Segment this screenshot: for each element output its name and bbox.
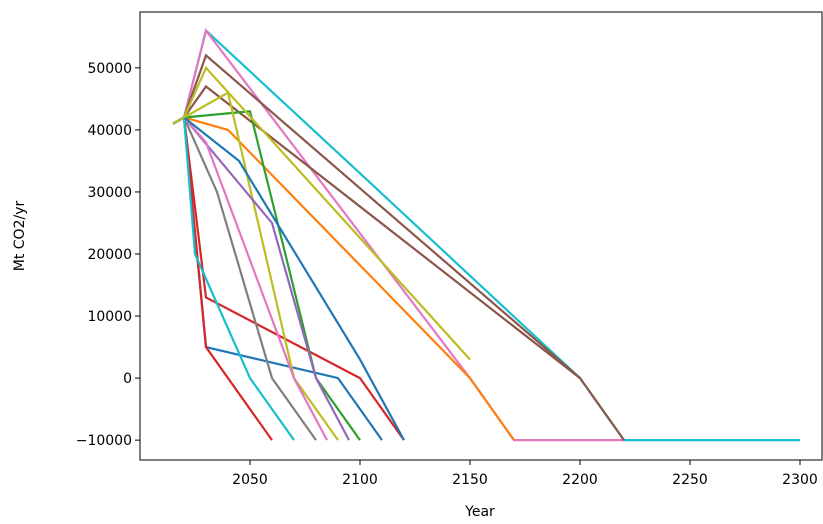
- x-axis-label: Year: [464, 504, 495, 520]
- y-axis-label: Mt CO2/yr: [12, 201, 28, 272]
- plot-frame: [139, 11, 823, 461]
- y-tick-label: 40000: [87, 123, 132, 139]
- series-line: [172, 115, 295, 441]
- y-tick-label: 50000: [87, 61, 132, 77]
- y-tick-label: −10000: [76, 433, 132, 449]
- series-line: [172, 65, 471, 361]
- y-tick-label: 30000: [87, 185, 132, 201]
- y-tick-label: 0: [123, 371, 132, 387]
- series-line: [172, 28, 800, 442]
- x-tick-label: 2150: [452, 472, 488, 488]
- x-tick-label: 2300: [782, 472, 818, 488]
- y-tick-label: 10000: [87, 309, 132, 325]
- series-line: [172, 84, 625, 441]
- x-tick-label: 2100: [342, 472, 378, 488]
- y-tick-label: 20000: [87, 247, 132, 263]
- series-line: [172, 110, 361, 441]
- x-tick-label: 2250: [672, 472, 708, 488]
- x-tick-label: 2050: [232, 472, 268, 488]
- x-tick-label: 2200: [562, 472, 598, 488]
